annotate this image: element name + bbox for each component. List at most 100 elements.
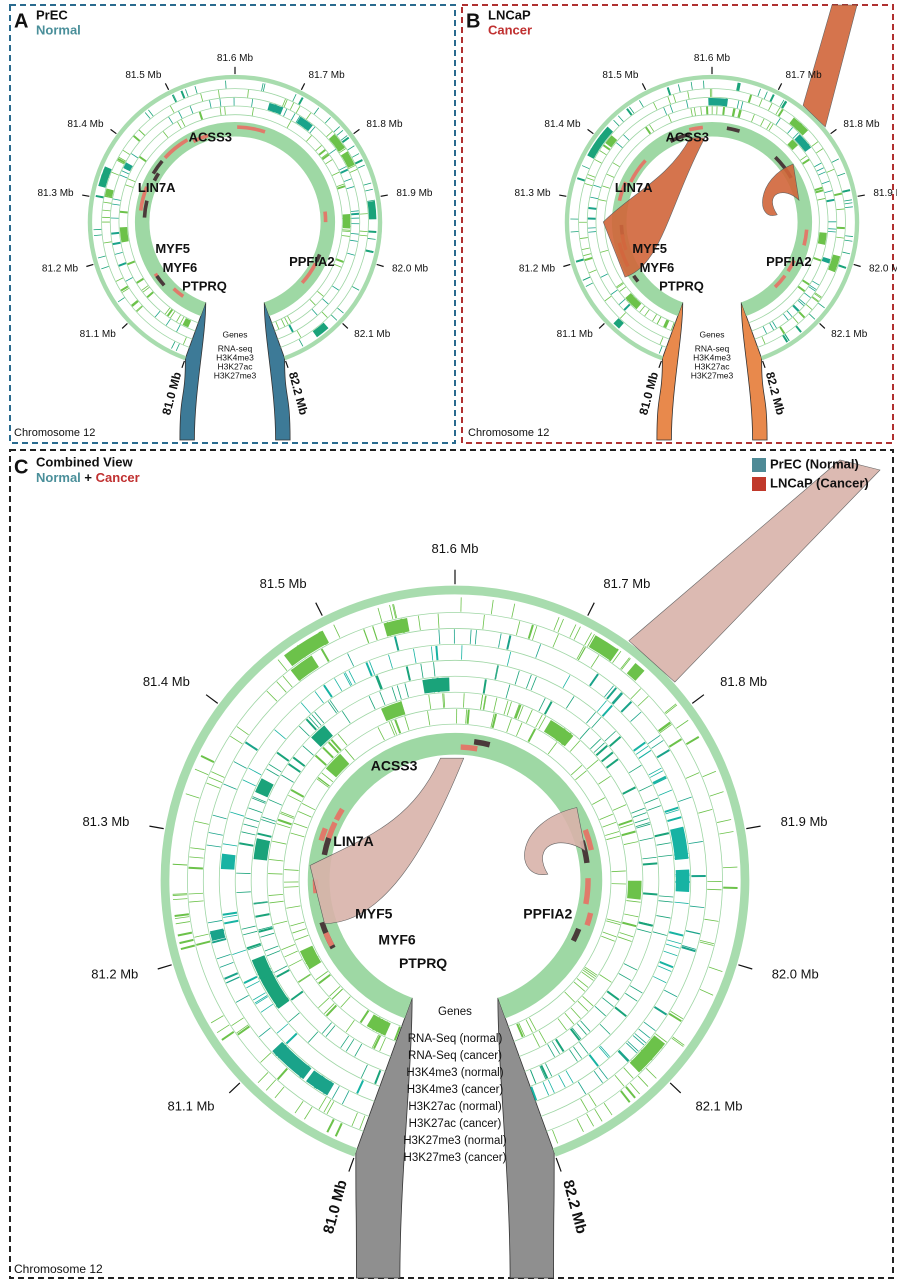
tick <box>110 128 117 135</box>
track-block <box>123 162 133 172</box>
track-signal <box>818 171 826 176</box>
track-signal <box>614 1006 627 1018</box>
track-signal <box>344 178 352 182</box>
tick <box>587 602 595 616</box>
track-label: RNA-seq <box>218 344 253 354</box>
tick <box>353 128 360 135</box>
track-signal <box>600 273 608 278</box>
track-signal <box>787 127 793 134</box>
track-signal <box>359 1115 366 1130</box>
track-signal <box>782 101 788 109</box>
track-signal <box>642 856 657 860</box>
track-signal <box>551 1041 561 1055</box>
track-signal <box>493 697 498 712</box>
track-signal <box>604 730 616 742</box>
track-signal <box>247 89 249 98</box>
track-label: H3K27me3 <box>214 371 257 381</box>
track-signal <box>570 765 583 776</box>
track-block <box>119 226 129 243</box>
track-signal <box>185 89 189 97</box>
track-signal <box>635 745 649 755</box>
track-block <box>708 97 728 107</box>
track-signal <box>363 629 370 643</box>
track-signal <box>118 262 127 267</box>
gene-segment <box>570 927 582 943</box>
track-signal <box>115 277 124 282</box>
track-signal <box>543 701 553 715</box>
track-signal <box>349 169 358 173</box>
track-label: Genes <box>699 329 724 339</box>
track-signal <box>616 283 624 289</box>
track-signal <box>334 678 343 691</box>
track-signal <box>120 285 129 292</box>
track-signal <box>649 124 655 132</box>
track-signal <box>594 1005 606 1017</box>
track-signal <box>581 247 590 250</box>
track-signal <box>329 148 336 155</box>
track-signal <box>667 816 682 823</box>
track-signal <box>169 105 175 113</box>
tick-label: 81.8 Mb <box>843 119 880 130</box>
track-signal <box>388 654 393 669</box>
track-signal <box>463 693 465 708</box>
track-signal <box>289 102 295 110</box>
track-signal <box>575 258 584 263</box>
track-signal <box>606 835 621 841</box>
track-signal <box>826 168 835 173</box>
track-signal <box>506 701 512 716</box>
track-signal <box>669 104 674 113</box>
track-signal <box>664 806 679 813</box>
track-signal <box>673 94 677 103</box>
track-signal <box>198 111 204 120</box>
tick <box>149 825 164 830</box>
gene-segment <box>669 132 691 144</box>
track-signal <box>283 108 288 117</box>
track-signal <box>181 119 186 127</box>
track-signal <box>318 1096 327 1110</box>
track-signal <box>209 100 212 109</box>
track-signal <box>612 804 627 811</box>
track-signal <box>276 1023 289 1034</box>
tick <box>300 83 306 91</box>
track-signal <box>800 155 807 161</box>
track-signal <box>298 97 304 105</box>
track-signal <box>194 820 209 825</box>
track-signal <box>557 1018 567 1031</box>
track-signal <box>777 108 784 117</box>
track-block <box>367 200 377 220</box>
track-signal <box>390 721 398 735</box>
tick-label: 81.9 Mb <box>396 188 433 199</box>
track-signal <box>482 614 485 630</box>
track-signal <box>365 662 373 677</box>
track-block <box>182 318 192 328</box>
track-signal <box>581 971 594 981</box>
track-signal <box>494 665 499 680</box>
track-signal <box>339 148 347 154</box>
track-signal <box>592 797 606 805</box>
track-signal <box>389 604 394 620</box>
track-signal <box>617 1050 630 1062</box>
track-signal <box>326 1101 335 1115</box>
track-signal <box>599 1045 611 1057</box>
track-signal <box>168 116 174 124</box>
gene-segment <box>688 126 698 132</box>
track-circle <box>298 723 612 1027</box>
track-signal <box>348 670 356 684</box>
track-signal <box>775 118 781 125</box>
track-signal <box>208 832 223 836</box>
tick-label: 82.2 Mb <box>763 370 788 416</box>
track-signal <box>811 297 819 303</box>
track-signal <box>180 90 186 99</box>
track-signal <box>287 763 301 773</box>
track-signal <box>525 1019 533 1033</box>
tick <box>738 964 753 970</box>
gene-segment <box>632 274 640 283</box>
track-signal <box>779 99 785 107</box>
track-block <box>296 116 313 132</box>
track-signal <box>769 322 774 331</box>
track-signal <box>465 709 468 724</box>
track-signal <box>309 299 316 306</box>
track-signal <box>375 675 382 690</box>
track-signal <box>276 751 290 762</box>
tick-label: 81.9 Mb <box>781 814 828 829</box>
